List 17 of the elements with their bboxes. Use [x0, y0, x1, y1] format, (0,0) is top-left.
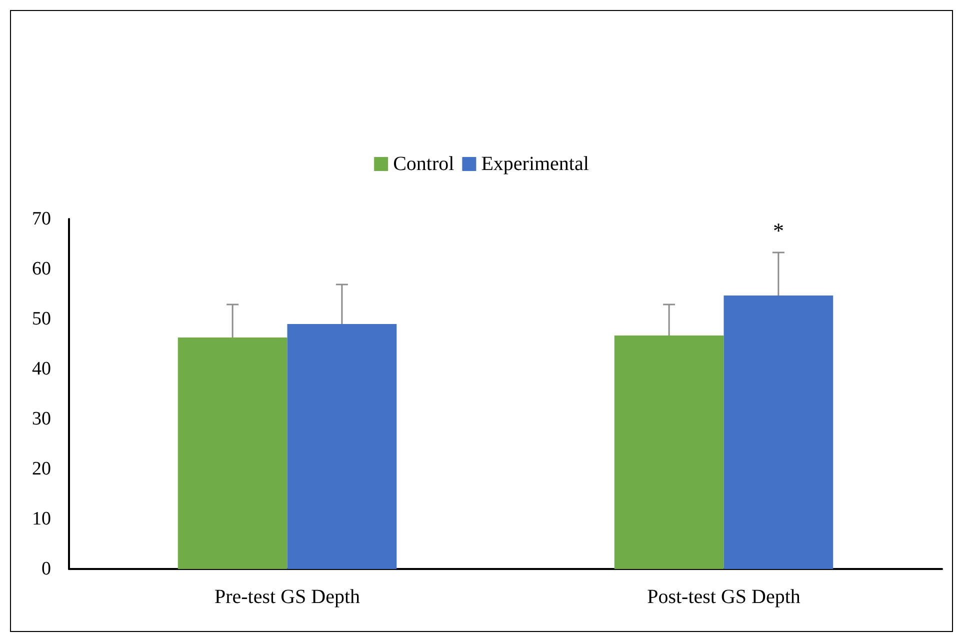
y-tick-label: 0 [42, 558, 51, 580]
y-tick-label: 40 [32, 358, 51, 380]
bar [614, 336, 724, 569]
y-tick-label: 70 [32, 208, 51, 230]
y-tick-label: 30 [32, 408, 51, 430]
y-tick-label: 50 [32, 308, 51, 330]
y-tick-label: 60 [32, 258, 51, 280]
bar [724, 296, 834, 569]
y-tick-label: 20 [32, 458, 51, 480]
legend-label: Experimental [481, 153, 590, 175]
legend-label: Control [393, 153, 455, 175]
x-tick-label: Pre-test GS Depth [214, 586, 360, 608]
annotation: * [772, 218, 784, 243]
y-tick-label: 10 [32, 508, 51, 530]
bar [178, 338, 288, 569]
bar [287, 324, 397, 569]
x-tick-label: Post-test GS Depth [647, 586, 800, 608]
